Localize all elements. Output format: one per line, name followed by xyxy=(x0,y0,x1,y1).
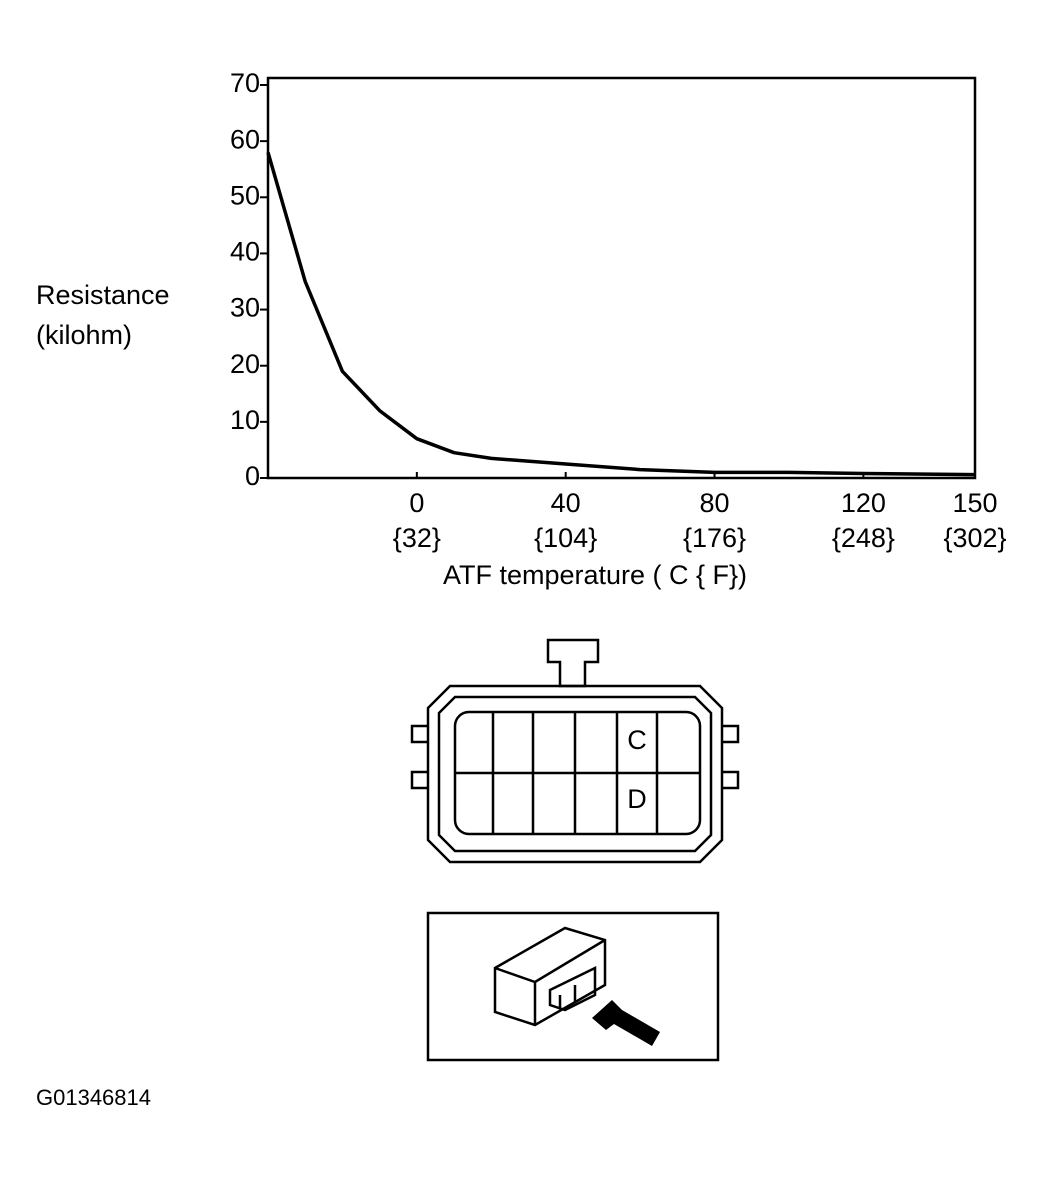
y-tick-label: 60 xyxy=(230,124,260,154)
y-axis-label: Resistance xyxy=(36,280,170,310)
x-tick-label: 80 xyxy=(700,488,730,518)
x-tick-sublabel: {176} xyxy=(683,523,746,553)
x-tick-label: 0 xyxy=(409,488,424,518)
x-tick-sublabel: {32} xyxy=(393,523,441,553)
x-tick-sublabel: {248} xyxy=(832,523,895,553)
curve xyxy=(266,151,976,477)
view-indicator xyxy=(426,911,720,1062)
y-tick-label: 50 xyxy=(230,180,260,210)
y-tick-label: 10 xyxy=(230,405,260,435)
x-tick-sublabel: {104} xyxy=(534,523,597,553)
pin-label: D xyxy=(627,784,647,814)
x-tick-label: 150 xyxy=(952,488,997,518)
y-tick-label: 0 xyxy=(245,461,260,491)
x-tick-label: 120 xyxy=(841,488,886,518)
connector: C D xyxy=(410,638,740,864)
x-tick-sublabel: {302} xyxy=(943,523,1006,553)
y-tick-label: 30 xyxy=(230,293,260,323)
figure-id: G01346814 xyxy=(36,1085,151,1110)
plot-frame xyxy=(266,76,977,480)
x-axis-label: ATF temperature ( C { F}) xyxy=(443,560,747,590)
y-tick-label: 40 xyxy=(230,237,260,267)
pin-label: C xyxy=(627,725,647,755)
y-tick-label: 20 xyxy=(230,349,260,379)
x-tick-label: 40 xyxy=(551,488,581,518)
y-axis-label: (kilohm) xyxy=(36,320,132,350)
y-tick-label: 70 xyxy=(230,68,260,98)
